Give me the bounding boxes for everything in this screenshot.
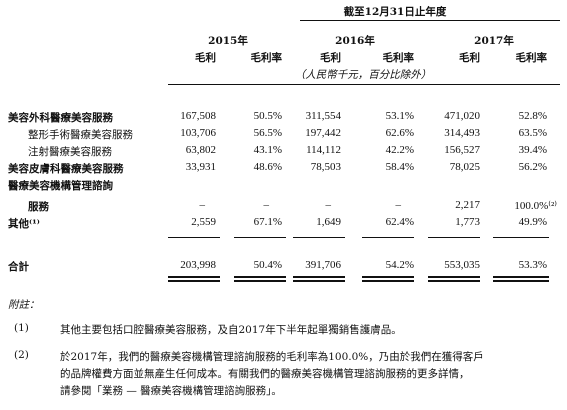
rule [168, 280, 220, 282]
col-gross-profit-2015: 毛利 [195, 52, 216, 64]
table-cell: 67.1% [253, 216, 282, 228]
header-underline [168, 84, 560, 85]
total-cell: 391,706 [305, 259, 341, 271]
table-cell: 62.4% [385, 216, 414, 228]
period-underline [300, 20, 560, 21]
rule [362, 237, 414, 238]
note-line: 其他主要包括口腔醫療美容服務，及自2017年下半年起單獨銷售護膚品。 [60, 324, 402, 336]
rule [168, 237, 220, 238]
total-cell: 50.4% [253, 259, 282, 271]
note-line: 的品牌權費方面並無產生任何成本。有關我們的醫療美容機構管理諮詢服務的更多詳情， [60, 368, 470, 380]
year-2016: 2016年 [335, 35, 375, 47]
table-cell: 311,554 [305, 110, 341, 122]
table-cell: 100.0%⁽²⁾ [514, 200, 557, 212]
table-cell: 2,559 [191, 216, 216, 228]
table-cell: 39.4% [518, 144, 547, 156]
col-gross-profit-2017: 毛利 [459, 52, 480, 64]
row-label: 其他⁽¹⁾ [8, 218, 40, 230]
table-cell: 63,802 [185, 144, 216, 156]
rule [234, 237, 286, 238]
row-label: 注射醫療美容服務 [28, 146, 112, 158]
table-cell: 56.5% [253, 127, 282, 139]
rule [293, 280, 345, 282]
rule [493, 237, 549, 238]
total-cell: 203,998 [180, 259, 216, 271]
table-cell: 48.6% [253, 161, 282, 173]
rule [293, 237, 345, 238]
table-cell: – [395, 199, 402, 211]
table-cell: 50.5% [253, 110, 282, 122]
col-gross-profit-2016: 毛利 [320, 52, 341, 64]
table-cell: 52.8% [518, 110, 547, 122]
table-cell: 1,649 [316, 216, 341, 228]
table-cell: 197,442 [305, 127, 341, 139]
table-cell: 167,508 [180, 110, 216, 122]
notes-heading: 附註： [8, 299, 40, 311]
rule [428, 280, 480, 282]
rule [493, 276, 549, 278]
table-cell: 103,706 [180, 127, 216, 139]
table-cell: 33,931 [185, 161, 216, 173]
table-cell: – [325, 199, 332, 211]
row-label: 整形手術醫療美容服務 [28, 129, 133, 141]
table-cell: 114,112 [306, 144, 341, 156]
table-cell: 62.6% [385, 127, 414, 139]
row-label: 美容皮膚科醫療美容服務 [8, 163, 124, 175]
rule [428, 237, 480, 238]
note-line: 於2017年，我們的醫療美容機構管理諮詢服務的毛利率為100.0%，乃由於我們在… [60, 351, 484, 363]
units-note: （人民幣千元，百分比除外） [294, 69, 432, 81]
col-gross-margin-2017: 毛利率 [515, 52, 548, 64]
table-cell: – [263, 199, 270, 211]
period-title: 截至12月31日止年度 [343, 6, 447, 18]
table-cell: 43.1% [253, 144, 282, 156]
row-label: 美容外科醫療美容服務 [8, 112, 113, 124]
col-gross-margin-2015: 毛利率 [250, 52, 283, 64]
table-cell: 156,527 [444, 144, 480, 156]
rule [362, 276, 414, 278]
total-cell: 53.3% [518, 259, 547, 271]
row-label: 醫療美容機構管理諮詢 [8, 180, 113, 192]
rule [362, 280, 414, 282]
rule [293, 276, 345, 278]
rule [168, 276, 220, 278]
total-cell: 54.2% [385, 259, 414, 271]
table-cell: 78,025 [449, 161, 480, 173]
row-label: 服務 [28, 201, 49, 213]
rule [234, 276, 286, 278]
note-marker: (2) [14, 349, 29, 361]
table-cell: 471,020 [444, 110, 480, 122]
table-cell: 78,503 [310, 161, 341, 173]
table-cell: 1,773 [455, 216, 480, 228]
col-gross-margin-2016: 毛利率 [382, 52, 415, 64]
table-cell: 56.2% [518, 161, 547, 173]
total-cell: 553,035 [444, 259, 480, 271]
table-cell: 49.9% [518, 216, 547, 228]
table-cell: 58.4% [385, 161, 414, 173]
rule [493, 280, 549, 282]
total-label: 合計 [8, 261, 29, 273]
year-2017: 2017年 [474, 35, 514, 47]
note-marker: (1) [14, 322, 29, 334]
table-cell: 53.1% [385, 110, 414, 122]
note-line: 請參閱「業務 — 醫療美容機構管理諮詢服務」。 [60, 385, 282, 397]
rule [234, 280, 286, 282]
table-cell: 42.2% [385, 144, 414, 156]
table-cell: 314,493 [444, 127, 480, 139]
table-cell: 2,217 [455, 199, 480, 211]
rule [428, 276, 480, 278]
table-cell: 63.5% [518, 127, 547, 139]
year-2015: 2015年 [208, 35, 248, 47]
table-cell: – [199, 199, 206, 211]
